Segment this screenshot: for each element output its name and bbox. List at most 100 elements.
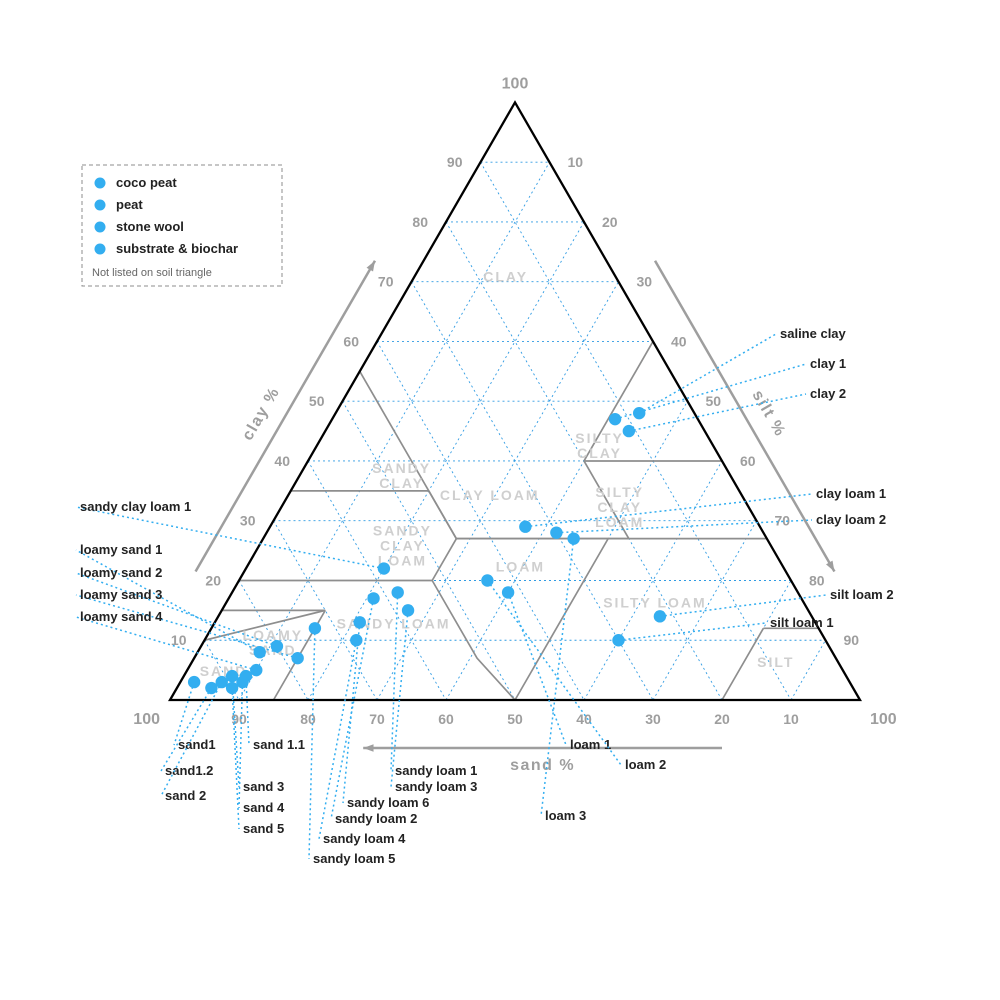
soil-point-label: clay 2	[810, 386, 846, 401]
soil-point	[216, 676, 228, 688]
sand-axis-label: sand %	[510, 757, 575, 774]
soil-ternary-diagram: 1020304050607080901020304050607080901020…	[0, 0, 1000, 1000]
soil-point	[250, 664, 262, 676]
soil-point-label: sandy loam 1	[395, 763, 477, 778]
svg-text:20: 20	[602, 214, 618, 230]
clay-axis-arrow	[196, 261, 375, 572]
legend-item-label: coco peat	[116, 175, 177, 190]
svg-text:50: 50	[309, 393, 325, 409]
legend-note: Not listed on soil triangle	[92, 267, 212, 279]
soil-point	[519, 521, 531, 533]
soil-point-label: sandy loam 6	[347, 795, 429, 810]
soil-point-label: loam 3	[545, 808, 586, 823]
svg-text:90: 90	[844, 632, 860, 648]
grid	[205, 162, 826, 700]
soil-point-label: silt loam 1	[770, 615, 834, 630]
soil-point	[367, 592, 379, 604]
soil-point	[612, 634, 624, 646]
svg-text:40: 40	[576, 711, 592, 727]
soil-point	[354, 616, 366, 628]
svg-text:80: 80	[809, 572, 825, 588]
soil-point	[550, 526, 562, 538]
soil-point-label: sandy loam 3	[395, 779, 477, 794]
legend-item-label: substrate & biochar	[116, 241, 238, 256]
svg-text:CLAY: CLAY	[380, 538, 425, 554]
svg-text:60: 60	[438, 711, 454, 727]
soil-point-label: sand 4	[243, 800, 285, 815]
soil-point	[188, 676, 200, 688]
apex-left-label: 100	[133, 711, 160, 728]
apex-right-label: 100	[870, 711, 897, 728]
soil-point-label: clay loam 2	[816, 512, 886, 527]
svg-text:SILT: SILT	[757, 654, 794, 670]
legend-item-label: peat	[116, 197, 143, 212]
soil-point-label: sand 1.1	[253, 737, 305, 752]
soil-point-label: sandy clay loam 1	[80, 499, 191, 514]
svg-text:CLAY LOAM: CLAY LOAM	[440, 487, 540, 503]
clay-axis-label: clay %	[239, 384, 283, 443]
svg-text:30: 30	[637, 274, 653, 290]
soil-point-label: loamy sand 2	[80, 565, 162, 580]
svg-text:CLAY: CLAY	[483, 269, 528, 285]
svg-text:80: 80	[412, 214, 428, 230]
soil-point	[567, 532, 579, 544]
svg-text:60: 60	[343, 333, 359, 349]
svg-text:LOAMY: LOAMY	[243, 627, 304, 643]
svg-text:40: 40	[274, 453, 290, 469]
soil-point	[481, 574, 493, 586]
soil-point	[402, 604, 414, 616]
soil-point	[226, 670, 238, 682]
svg-text:50: 50	[706, 393, 722, 409]
soil-point-label: sand 2	[165, 788, 206, 803]
soil-point-label: loam 1	[570, 737, 611, 752]
soil-point-label: loamy sand 3	[80, 587, 162, 602]
svg-text:50: 50	[507, 711, 523, 727]
soil-point	[502, 586, 514, 598]
soil-point	[309, 622, 321, 634]
svg-text:SILTY: SILTY	[595, 484, 644, 500]
svg-text:20: 20	[205, 572, 221, 588]
soil-point-label: sand 3	[243, 779, 284, 794]
svg-text:90: 90	[447, 154, 463, 170]
svg-text:30: 30	[240, 513, 256, 529]
soil-point-label: saline clay	[780, 326, 847, 341]
soil-point-label: sandy loam 5	[313, 851, 395, 866]
svg-text:SILTY LOAM: SILTY LOAM	[603, 594, 706, 610]
legend-marker	[95, 222, 106, 233]
soil-region-labels: CLAYSILTYCLAYSANDYCLAYCLAY LOAMSILTYCLAY…	[200, 269, 795, 679]
soil-point	[291, 652, 303, 664]
svg-text:CLAY: CLAY	[379, 475, 424, 491]
svg-text:20: 20	[714, 711, 730, 727]
soil-point	[226, 682, 238, 694]
soil-point	[623, 425, 635, 437]
svg-text:60: 60	[740, 453, 756, 469]
soil-point-label: sandy loam 4	[323, 831, 406, 846]
soil-point-label: loam 2	[625, 757, 666, 772]
svg-text:40: 40	[671, 333, 687, 349]
svg-text:10: 10	[568, 154, 584, 170]
soil-point-label: loamy sand 4	[80, 609, 163, 624]
svg-text:10: 10	[783, 711, 799, 727]
svg-text:80: 80	[300, 711, 316, 727]
soil-point-label: sand1	[178, 737, 216, 752]
silt-axis-arrow	[655, 261, 834, 572]
svg-text:SANDY: SANDY	[372, 460, 431, 476]
svg-text:SANDY: SANDY	[373, 523, 432, 539]
legend: coco peatpeatstone woolsubstrate & bioch…	[82, 165, 282, 286]
soil-point	[378, 562, 390, 574]
svg-text:70: 70	[369, 711, 385, 727]
svg-text:SILTY: SILTY	[575, 430, 624, 446]
svg-text:LOAM: LOAM	[595, 514, 644, 530]
svg-text:CLAY: CLAY	[577, 445, 622, 461]
soil-point-label: sand 5	[243, 821, 284, 836]
apex-top-label: 100	[502, 75, 529, 92]
soil-point	[392, 586, 404, 598]
legend-marker	[95, 178, 106, 189]
soil-point-label: clay 1	[810, 356, 846, 371]
soil-point	[236, 676, 248, 688]
soil-point	[654, 610, 666, 622]
soil-point-label: silt loam 2	[830, 587, 894, 602]
svg-text:70: 70	[378, 274, 394, 290]
svg-text:CLAY: CLAY	[597, 499, 642, 515]
soil-point-label: loamy sand 1	[80, 542, 162, 557]
